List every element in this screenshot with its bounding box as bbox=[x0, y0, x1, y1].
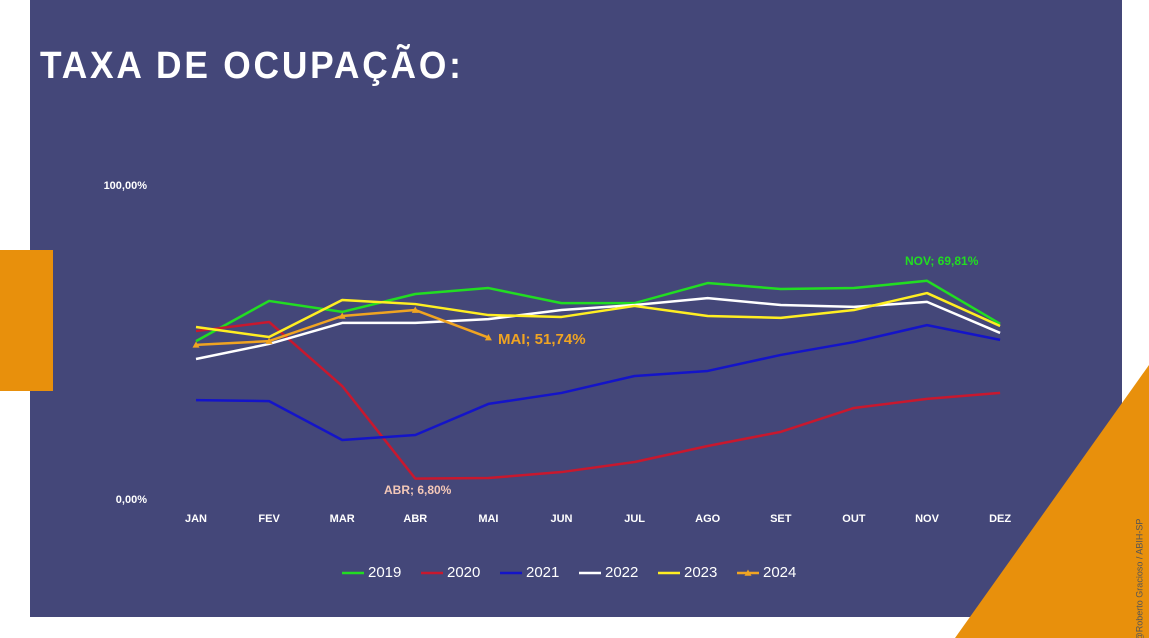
marker bbox=[338, 312, 346, 319]
y-tick-label: 0,00% bbox=[116, 494, 147, 506]
series-line bbox=[195, 323, 1001, 442]
x-tick-label: MAR bbox=[330, 513, 355, 525]
x-tick-label: DEZ bbox=[989, 513, 1011, 525]
marker bbox=[192, 341, 200, 348]
accent-tab bbox=[0, 250, 53, 391]
x-tick-label: ABR bbox=[403, 513, 427, 525]
legend-marker bbox=[744, 569, 752, 576]
x-tick-label: JAN bbox=[185, 513, 207, 525]
legend-label: 2021 bbox=[526, 564, 559, 581]
annotation: MAI; 51,74% bbox=[498, 331, 586, 348]
marker bbox=[265, 337, 273, 344]
legend-label: 2020 bbox=[447, 564, 480, 581]
series-line bbox=[195, 279, 1001, 343]
legend-label: 2023 bbox=[684, 564, 717, 581]
x-tick-label: JUL bbox=[624, 513, 645, 525]
x-tick-label: MAI bbox=[478, 513, 498, 525]
x-tick-label: AGO bbox=[695, 513, 721, 525]
credit: @Roberto Gracioso / ABIH-SP bbox=[1134, 519, 1144, 638]
x-tick-label: NOV bbox=[915, 513, 940, 525]
marker bbox=[411, 306, 419, 313]
legend-label: 2022 bbox=[605, 564, 638, 581]
y-tick-label: 100,00% bbox=[104, 180, 148, 192]
chart-title: TAXA DE OCUPAÇÃO: bbox=[40, 43, 464, 86]
marker bbox=[484, 334, 492, 341]
series-line bbox=[195, 320, 1001, 480]
x-tick-label: JUN bbox=[550, 513, 572, 525]
series-line bbox=[195, 291, 1001, 339]
annotation: NOV; 69,81% bbox=[905, 254, 979, 268]
legend-label: 2024 bbox=[763, 564, 796, 581]
annotation: ABR; 6,80% bbox=[384, 483, 452, 497]
x-tick-label: OUT bbox=[842, 513, 866, 525]
accent-corner bbox=[955, 365, 1149, 638]
legend-label: 2019 bbox=[368, 564, 401, 581]
x-tick-label: FEV bbox=[258, 513, 280, 525]
x-tick-label: SET bbox=[770, 513, 792, 525]
